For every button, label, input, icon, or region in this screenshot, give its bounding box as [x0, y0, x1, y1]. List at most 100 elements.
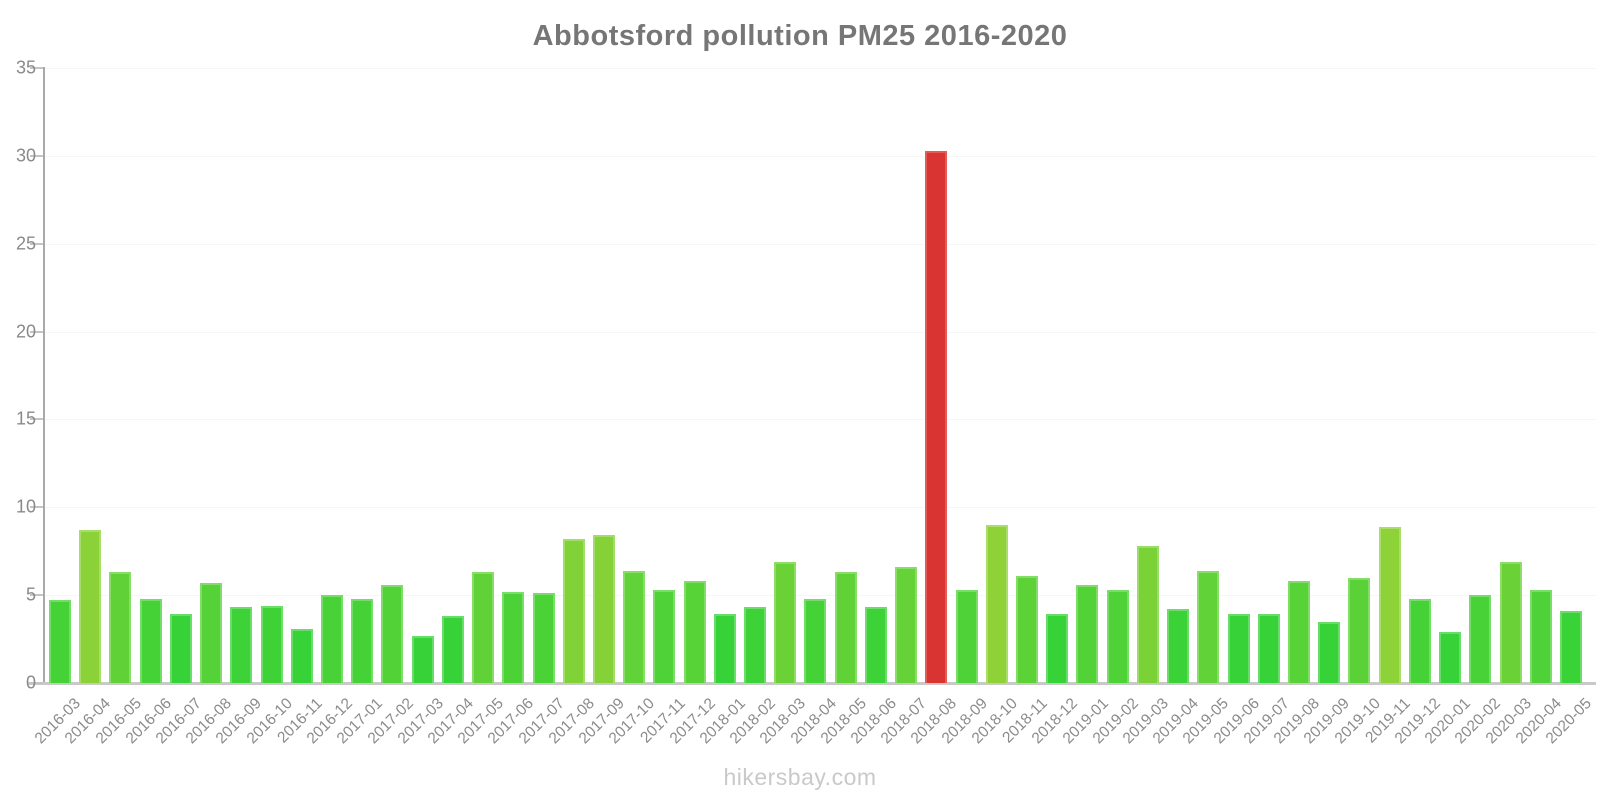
bar-2017-11[interactable] — [653, 589, 676, 683]
bar-2016-09[interactable] — [230, 607, 253, 683]
y-axis-label-0: 0 — [25, 672, 36, 693]
bar-2018-05[interactable] — [834, 572, 857, 683]
bar-group-2018-04: 2018-04 — [787, 68, 839, 747]
bar-2019-06[interactable] — [1227, 614, 1250, 683]
bar-2018-10[interactable] — [985, 524, 1008, 683]
bar-2019-05[interactable] — [1197, 570, 1220, 683]
bar-2019-11[interactable] — [1378, 526, 1401, 683]
bar-2017-06[interactable] — [502, 591, 525, 683]
bar-group-2016-07: 2016-07 — [153, 68, 205, 747]
bar-group-2019-11: 2019-11 — [1362, 68, 1414, 746]
bar-2018-01[interactable] — [713, 614, 736, 683]
bar-2018-09[interactable] — [955, 589, 978, 683]
bar-group-2016-11: 2016-11 — [274, 68, 326, 746]
bar-2016-11[interactable] — [290, 628, 313, 683]
bar-2019-12[interactable] — [1408, 598, 1431, 683]
bar-group-2018-01: 2018-01 — [697, 68, 749, 747]
bar-group-2019-06: 2019-06 — [1210, 68, 1263, 747]
bar-2020-01[interactable] — [1439, 632, 1462, 683]
bar-2018-12[interactable] — [1046, 614, 1069, 683]
bar-2019-10[interactable] — [1348, 577, 1371, 683]
gridline-15 — [45, 419, 1596, 421]
bar-2018-02[interactable] — [744, 607, 767, 683]
bar-group-2016-05: 2016-05 — [92, 68, 144, 747]
bar-group-2018-02: 2018-02 — [727, 68, 779, 747]
bar-2017-10[interactable] — [623, 570, 646, 683]
bar-2020-04[interactable] — [1529, 589, 1552, 683]
y-axis-label-25: 25 — [15, 233, 36, 254]
bar-group-2017-02: 2017-02 — [364, 68, 416, 747]
bar-2017-07[interactable] — [532, 593, 555, 683]
bar-group-2018-03: 2018-03 — [757, 68, 809, 747]
bar-group-2016-08: 2016-08 — [183, 68, 235, 747]
y-axis-line — [43, 67, 45, 684]
bar-2018-08[interactable] — [925, 150, 948, 683]
bar-2020-03[interactable] — [1499, 561, 1522, 683]
bar-2017-04[interactable] — [441, 616, 464, 683]
bar-group-2019-02: 2019-02 — [1089, 68, 1142, 747]
bar-2018-03[interactable] — [774, 561, 797, 683]
bar-group-2017-01: 2017-01 — [334, 68, 386, 747]
bar-2020-02[interactable] — [1469, 595, 1492, 683]
bar-group-2018-06: 2018-06 — [848, 68, 900, 747]
bar-2019-07[interactable] — [1257, 614, 1280, 683]
bar-2017-01[interactable] — [351, 598, 374, 683]
bar-group-2017-04: 2017-04 — [425, 68, 477, 747]
bar-2016-12[interactable] — [320, 595, 343, 683]
bar-group-2019-09: 2019-09 — [1301, 68, 1353, 747]
bar-2016-10[interactable] — [260, 605, 283, 683]
bar-2017-09[interactable] — [592, 535, 615, 683]
bar-group-2016-03: 2016-03 — [32, 68, 84, 747]
bar-group-2018-08: 2018-08 — [908, 68, 960, 747]
bar-group-2020-04: 2020-04 — [1512, 68, 1565, 747]
bar-2016-03[interactable] — [49, 600, 71, 683]
bar-group-2019-05: 2019-05 — [1180, 68, 1232, 747]
bar-2019-03[interactable] — [1136, 545, 1159, 683]
y-tick-25 — [30, 242, 43, 245]
bar-2017-03[interactable] — [411, 635, 434, 683]
bar-2019-01[interactable] — [1076, 584, 1099, 683]
y-tick-20 — [30, 330, 43, 333]
bar-group-2016-06: 2016-06 — [122, 68, 175, 747]
y-tick-35 — [30, 67, 43, 69]
bar-group-2017-12: 2017-12 — [666, 68, 719, 747]
bar-2018-07[interactable] — [895, 567, 918, 683]
bar-2017-02[interactable] — [381, 584, 404, 683]
bar-2017-12[interactable] — [683, 581, 706, 683]
bar-2016-04[interactable] — [79, 530, 102, 683]
bar-2018-11[interactable] — [1016, 575, 1038, 683]
bar-2020-05[interactable] — [1559, 610, 1582, 683]
gridline-35 — [45, 68, 1596, 69]
bar-group-2016-04: 2016-04 — [62, 68, 114, 747]
gridline-5 — [45, 595, 1596, 597]
bar-2017-08[interactable] — [562, 538, 585, 683]
bar-group-2018-11: 2018-11 — [1000, 68, 1051, 746]
bar-group-2019-04: 2019-04 — [1150, 68, 1202, 747]
bar-group-2016-12: 2016-12 — [304, 68, 356, 747]
bar-group-2018-12: 2018-12 — [1029, 68, 1081, 747]
bar-group-2019-03: 2019-03 — [1120, 68, 1172, 747]
x-axis-line — [28, 682, 1596, 685]
bar-2016-06[interactable] — [139, 598, 162, 683]
y-tick-10 — [30, 506, 43, 509]
bar-2019-08[interactable] — [1287, 581, 1310, 683]
bar-group-2017-03: 2017-03 — [394, 68, 447, 747]
watermark-text: hikersbay.com — [723, 764, 877, 790]
gridline-10 — [45, 507, 1596, 509]
bar-group-2016-10: 2016-10 — [243, 68, 296, 747]
bar-2019-04[interactable] — [1167, 609, 1190, 683]
bar-2016-08[interactable] — [200, 582, 223, 683]
bar-2016-07[interactable] — [169, 614, 192, 683]
bar-2017-05[interactable] — [472, 572, 495, 683]
bar-2018-04[interactable] — [804, 598, 827, 683]
bar-2019-02[interactable] — [1106, 589, 1129, 683]
bar-2019-09[interactable] — [1318, 621, 1341, 683]
bar-group-2019-07: 2019-07 — [1241, 68, 1293, 747]
bar-2016-05[interactable] — [109, 572, 132, 683]
bar-group-2018-10: 2018-10 — [969, 68, 1021, 747]
y-axis-label-30: 30 — [15, 145, 36, 166]
y-axis-label-20: 20 — [15, 321, 36, 342]
bar-group-2019-08: 2019-08 — [1271, 68, 1323, 747]
bar-2018-06[interactable] — [864, 607, 887, 683]
